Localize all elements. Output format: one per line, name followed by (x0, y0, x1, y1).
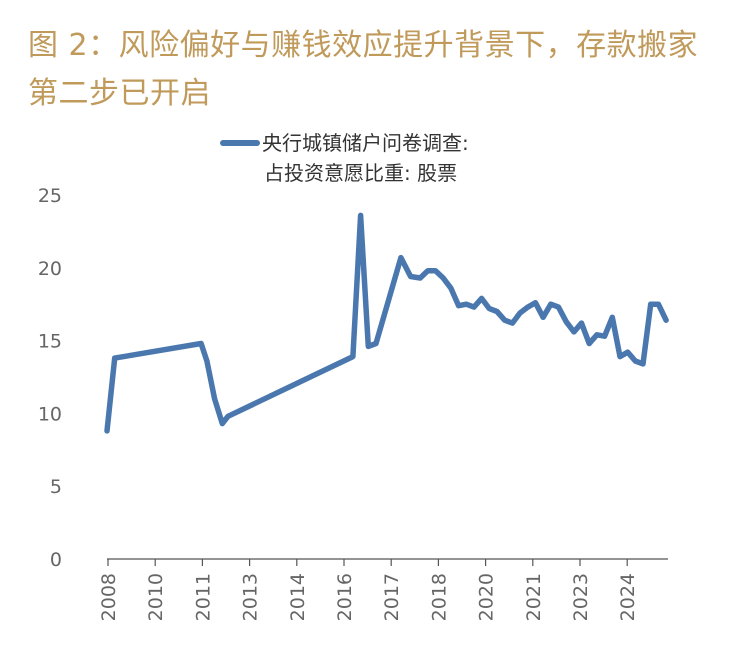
y-axis-ticks: 0 5 10 15 20 25 (38, 185, 62, 571)
y-tick-label: 10 (38, 403, 62, 425)
x-tick-label: 2017 (381, 573, 403, 621)
y-tick-label: 0 (50, 549, 62, 571)
y-tick-label: 15 (38, 331, 62, 353)
x-tick-label: 2020 (476, 573, 498, 621)
legend-label-line2: 占投资意愿比重: 股票 (264, 161, 458, 185)
x-tick-label: 2024 (617, 573, 639, 621)
x-tick-label: 2011 (192, 573, 214, 621)
x-tick-label: 2023 (570, 573, 592, 621)
legend-label-line1: 央行城镇储户问卷调查: (262, 131, 469, 155)
x-tick-label: 2016 (334, 573, 356, 621)
x-tick-label: 2018 (428, 573, 450, 621)
x-tick-label: 2014 (287, 573, 309, 621)
y-tick-label: 25 (38, 185, 62, 207)
series-line (104, 212, 669, 434)
legend-swatch (220, 140, 260, 146)
x-tick-label: 2008 (98, 573, 120, 621)
y-tick-label: 20 (38, 258, 62, 280)
x-axis-ticks: 2008 2010 2011 2013 2014 2016 2017 2018 2020 2021… (98, 559, 639, 621)
chart-title: 图 2：风险偏好与赚钱效应提升背景下，存款搬家第二步已开启 (28, 28, 699, 111)
x-tick-label: 2013 (240, 573, 262, 621)
y-tick-label: 5 (50, 476, 62, 498)
x-tick-label: 2010 (145, 573, 167, 621)
x-tick-label: 2021 (523, 573, 545, 621)
